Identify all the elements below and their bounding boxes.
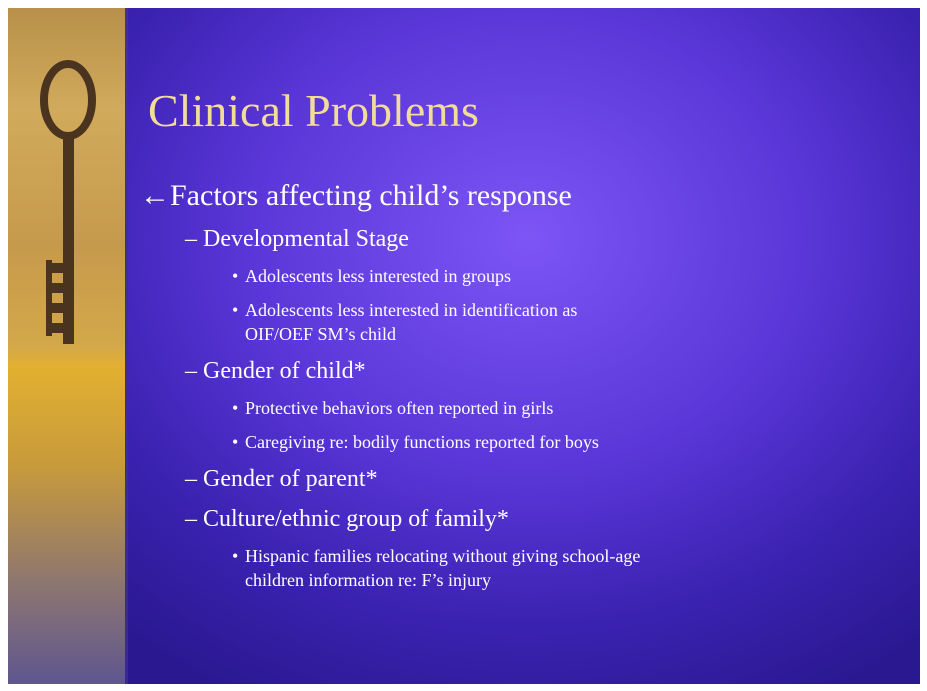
subpoint-text: – Culture/ethnic group of family* (185, 504, 640, 534)
strip-edge (125, 8, 128, 684)
bullet-item: •Hispanic families relocating without gi… (232, 544, 640, 592)
key-bow (44, 64, 92, 136)
subpoint-text: – Gender of child* (185, 356, 640, 386)
bullet-line: children information re: F’s injury (245, 568, 640, 592)
bullet-line: Hispanic families relocating without giv… (245, 544, 640, 568)
slide: Clinical Problems ←Factors affecting chi… (8, 8, 920, 684)
bullet-line: OIF/OEF SM’s child (245, 322, 577, 346)
bullet-marker: • (232, 264, 245, 288)
bullet-body: Adolescents less interested in groups (245, 264, 511, 288)
side-strip (8, 8, 125, 684)
bullet-line: Caregiving re: bodily functions reported… (245, 430, 599, 454)
key-bit (46, 260, 52, 336)
key-shaft (63, 134, 74, 344)
bullet-item: •Adolescents less interested in groups (232, 264, 640, 288)
bullet-line: Adolescents less interested in groups (245, 264, 511, 288)
bullet-body: Protective behaviors often reported in g… (245, 396, 553, 420)
bullet-item: •Adolescents less interested in identifi… (232, 298, 640, 346)
bullet-line: Adolescents less interested in identific… (245, 298, 577, 322)
subpoint-text: – Gender of parent* (185, 464, 640, 494)
bullet-line: Protective behaviors often reported in g… (245, 396, 553, 420)
subpoint-text: – Developmental Stage (185, 224, 640, 254)
bullet-item: •Protective behaviors often reported in … (232, 396, 640, 420)
bullet-item: •Caregiving re: bodily functions reporte… (232, 430, 640, 454)
outline: ←Factors affecting child’s response – Dev… (140, 178, 640, 592)
key-illustration (8, 8, 125, 684)
bullet-body: Caregiving re: bodily functions reported… (245, 430, 599, 454)
bullet-marker: • (232, 544, 245, 592)
bullet-marker: • (232, 430, 245, 454)
bullet-marker: • (232, 298, 245, 346)
point-text: ←Factors affecting child’s response (140, 178, 640, 214)
bullet-body: Adolescents less interested in identific… (245, 298, 577, 346)
bullet-marker: • (232, 396, 245, 420)
slide-title: Clinical Problems (148, 84, 479, 137)
bullet-body: Hispanic families relocating without giv… (245, 544, 640, 592)
